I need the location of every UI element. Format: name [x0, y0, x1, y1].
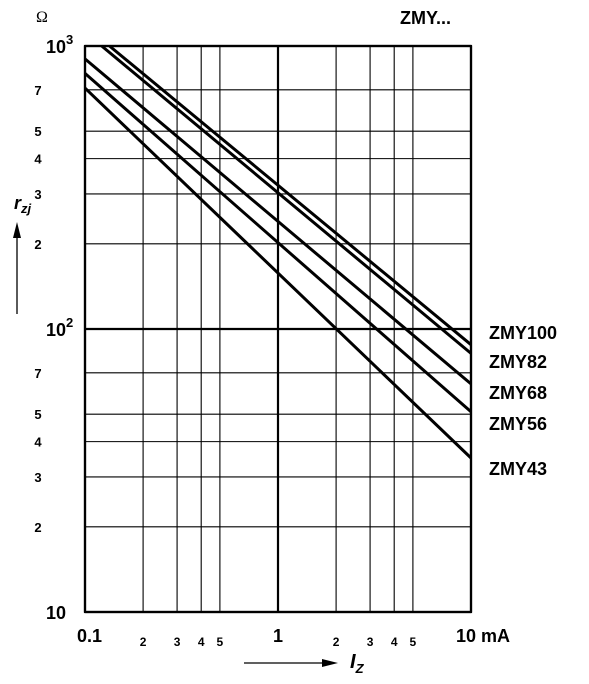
y-unit-label: Ω — [36, 9, 48, 26]
series-label-zmy68: ZMY68 — [489, 383, 547, 403]
x-tick-label: 5 — [410, 635, 417, 649]
y-tick-label: 3 — [34, 187, 41, 202]
x-tick-label: 10 mA — [456, 626, 510, 646]
series-line-zmy56 — [84, 72, 472, 413]
series-line-zmy68 — [84, 57, 472, 386]
series-lines — [83, 44, 473, 460]
y-tick-label: 4 — [34, 435, 42, 450]
y-axis-arrow — [13, 222, 21, 314]
y-tick-label: 7 — [34, 83, 41, 98]
x-tick-label: 1 — [273, 626, 283, 646]
chart-title: ZMY... — [400, 8, 451, 28]
series-line-zmy82 — [100, 44, 472, 355]
x-tick-label: 3 — [367, 635, 374, 649]
y-tick-label: 10 — [46, 603, 66, 623]
x-tick-label: 3 — [174, 635, 181, 649]
series-labels: ZMY100 ZMY82 ZMY68 ZMY56 ZMY43 — [489, 323, 557, 479]
series-label-zmy100: ZMY100 — [489, 323, 557, 343]
x-axis-arrow — [244, 659, 338, 667]
x-tick-label: 2 — [333, 635, 340, 649]
series-label-zmy56: ZMY56 — [489, 414, 547, 434]
x-axis-label: IZ — [350, 651, 365, 676]
series-line-zmy43 — [83, 87, 473, 460]
y-tick-label: 3 — [34, 470, 41, 485]
x-tick-label: 2 — [140, 635, 147, 649]
grid — [83, 44, 473, 614]
y-tick-label: 7 — [34, 366, 41, 381]
y-tick-label: 103 — [46, 32, 73, 57]
y-tick-label: 5 — [34, 407, 41, 422]
y-tick-label: 102 — [46, 315, 73, 340]
series-line-zmy100 — [108, 44, 472, 346]
y-tick-label: 2 — [34, 237, 41, 252]
y-tick-label: 2 — [34, 520, 41, 535]
x-tick-label: 5 — [217, 635, 224, 649]
plot-frame — [83, 44, 473, 614]
y-axis-label: rzj — [14, 193, 32, 216]
x-tick-label: 0.1 — [77, 626, 102, 646]
x-tick-label: 4 — [391, 635, 398, 649]
series-label-zmy82: ZMY82 — [489, 352, 547, 372]
series-label-zmy43: ZMY43 — [489, 459, 547, 479]
y-tick-label: 5 — [34, 124, 41, 139]
x-tick-label: 4 — [198, 635, 205, 649]
y-tick-label: 4 — [34, 152, 42, 167]
